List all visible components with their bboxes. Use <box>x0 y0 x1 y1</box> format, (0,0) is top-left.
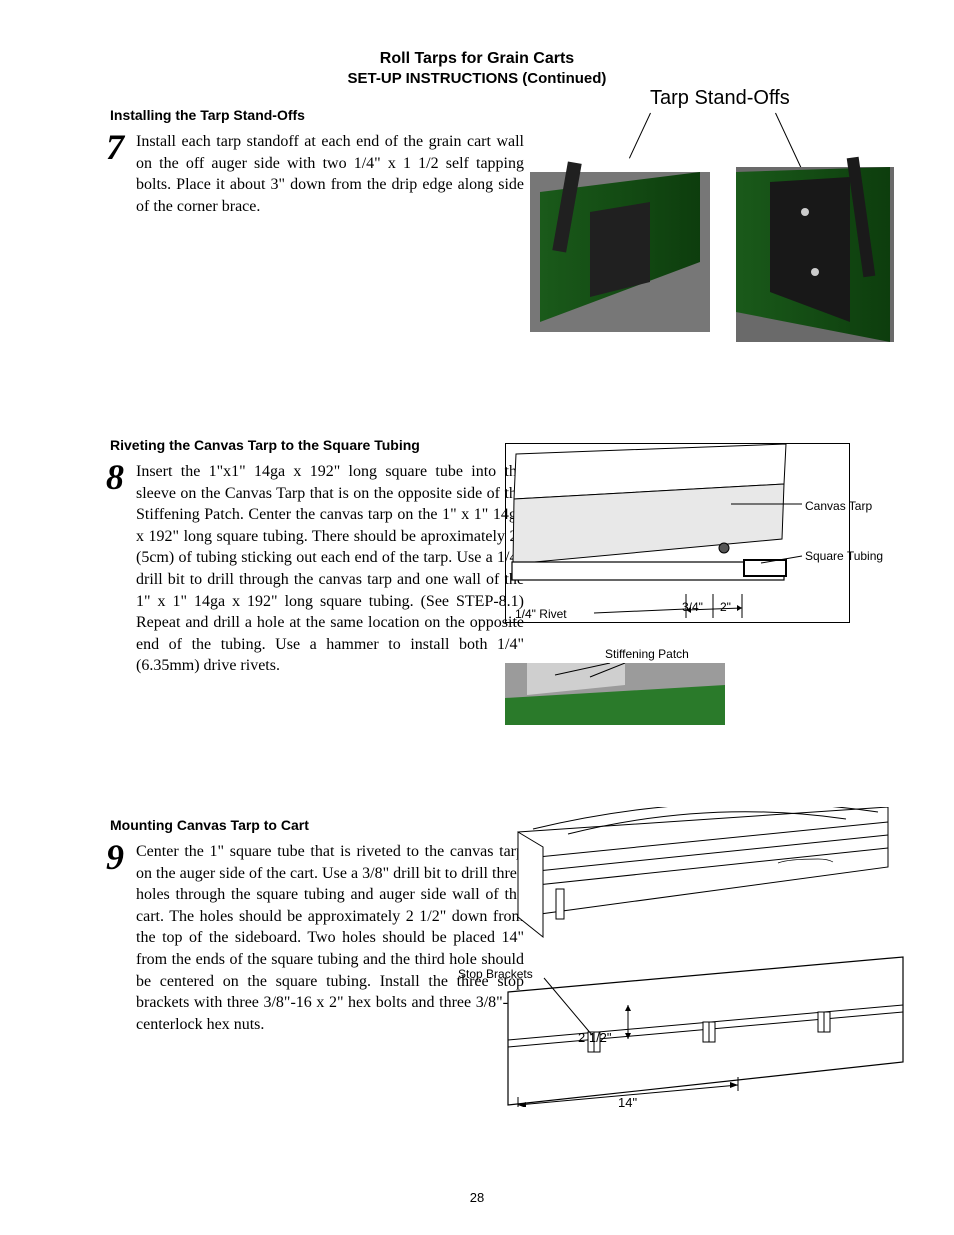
stiffening-patch-photo <box>505 663 725 725</box>
step8-body: Insert the 1"x1" 14ga x 192" long square… <box>136 461 524 677</box>
page-number: 28 <box>0 1190 954 1205</box>
label-stop-brackets: Stop Brackets <box>458 967 533 981</box>
label-dim-14: 14" <box>618 1095 637 1110</box>
label-rivet: 1/4" Rivet <box>515 607 567 621</box>
standoffs-illustration <box>530 142 895 357</box>
diagram-tarp-standoffs: Tarp Stand-Offs <box>500 87 900 367</box>
step-7: 7 Install each tarp standoff at each end… <box>106 131 524 217</box>
diagram-mounting: Stop Brackets 2 1/2" 14" <box>448 807 908 1107</box>
step7-body: Install each tarp standoff at each end o… <box>136 131 524 217</box>
label-square-tubing: Square Tubing <box>805 549 883 563</box>
step-number-7: 7 <box>106 131 124 217</box>
step-8: 8 Insert the 1"x1" 14ga x 192" long squa… <box>106 461 524 677</box>
label-dim-2: 2" <box>720 600 731 614</box>
riveting-illustration <box>506 444 851 624</box>
diagram-riveting: Canvas Tarp Square Tubing 1/4" Rivet 3/4… <box>505 443 905 733</box>
label-dim-34: 3/4" <box>682 600 703 614</box>
stop-bracket-icon <box>703 1022 715 1042</box>
step-number-8: 8 <box>106 461 124 677</box>
mounting-illustration <box>448 807 908 1107</box>
label-dim-2-5: 2 1/2" <box>578 1030 612 1045</box>
stop-bracket-icon <box>818 1012 830 1032</box>
step-number-9: 9 <box>106 841 124 1035</box>
page-title: Roll Tarps for Grain Carts <box>70 50 884 68</box>
diagram1-title: Tarp Stand-Offs <box>650 87 790 110</box>
label-stiffening-patch: Stiffening Patch <box>605 647 689 661</box>
label-canvas-tarp: Canvas Tarp <box>805 499 872 513</box>
page-subtitle: SET-UP INSTRUCTIONS (Continued) <box>70 70 884 87</box>
